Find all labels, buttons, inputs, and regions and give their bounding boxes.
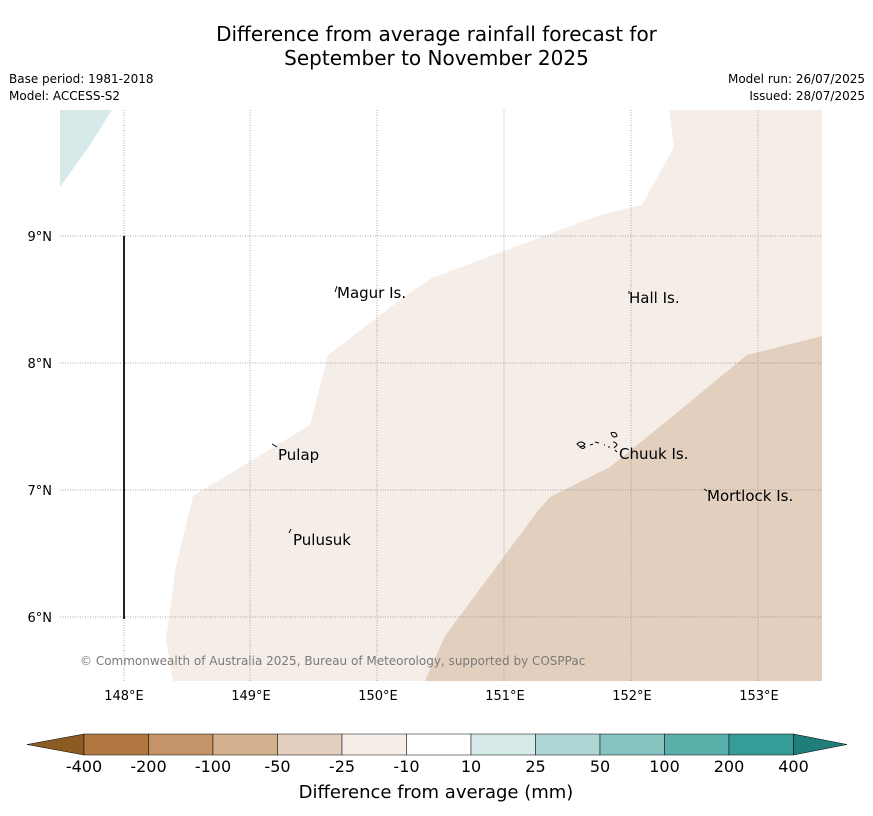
base-period: Base period: 1981-2018 bbox=[9, 72, 154, 86]
colorbar-segment bbox=[341, 733, 407, 756]
title-line-1: Difference from average rainfall forecas… bbox=[216, 22, 657, 46]
colorbar: -400 -200 -100 -50 -25 -10 10 25 50 100 200 400 bbox=[26, 733, 848, 776]
colorbar-segment bbox=[277, 733, 343, 756]
colorbar-tick-label: -25 bbox=[329, 757, 355, 776]
title-line-2: September to November 2025 bbox=[284, 46, 589, 70]
model-run: Model run: 26/07/2025 bbox=[727, 72, 865, 86]
region-light-teal bbox=[60, 110, 112, 187]
place-chuuk: Chuuk Is. bbox=[619, 445, 688, 463]
place-mortlock: Mortlock Is. bbox=[707, 487, 793, 505]
colorbar-segment bbox=[728, 733, 794, 756]
lon-label-150e: 150°E bbox=[358, 689, 398, 704]
lat-label-7n: 7°N bbox=[28, 484, 53, 499]
colorbar-tick-label: 10 bbox=[461, 757, 481, 776]
colorbar-extend-left bbox=[26, 733, 85, 756]
colorbar-segment bbox=[470, 733, 536, 756]
meta-left: Base period: 1981-2018 Model: ACCESS-S2 bbox=[9, 71, 154, 105]
colorbar-segment bbox=[406, 733, 472, 756]
island-pulusuk bbox=[288, 528, 292, 534]
issued-date: Issued: 28/07/2025 bbox=[749, 89, 865, 103]
islands bbox=[271, 285, 708, 534]
map-title: Difference from average rainfall forecas… bbox=[0, 22, 873, 70]
lon-label-152e: 152°E bbox=[612, 689, 652, 704]
place-magur: Magur Is. bbox=[337, 284, 406, 302]
colorbar-tick-label: -200 bbox=[130, 757, 166, 776]
colorbar-tick-label: 100 bbox=[649, 757, 680, 776]
chuuk-islet-2 bbox=[579, 445, 586, 449]
lon-label-151e: 151°E bbox=[485, 689, 525, 704]
lat-label-6n: 6°N bbox=[28, 611, 53, 626]
island-chuuk-group bbox=[576, 431, 618, 453]
colorbar-tick-label: 200 bbox=[714, 757, 745, 776]
lat-label-9n: 9°N bbox=[28, 230, 53, 245]
chuuk-islet-4 bbox=[594, 441, 600, 444]
colorbar-tick-label: -10 bbox=[393, 757, 419, 776]
meta-right: Model run: 26/07/2025 Issued: 28/07/2025 bbox=[728, 71, 865, 105]
chuuk-islet-7 bbox=[610, 431, 618, 438]
colorbar-segment bbox=[83, 733, 149, 756]
colorbar-segment bbox=[535, 733, 601, 756]
colorbar-tick-label: 400 bbox=[778, 757, 809, 776]
region-brown bbox=[425, 336, 822, 681]
colorbar-segment bbox=[212, 733, 278, 756]
lat-label-8n: 8°N bbox=[28, 357, 53, 372]
place-pulusuk: Pulusuk bbox=[293, 531, 351, 549]
latitude-labels: 9°N 8°N 7°N 6°N bbox=[28, 230, 53, 626]
longitude-labels: 148°E 149°E 150°E 151°E 152°E 153°E bbox=[104, 689, 779, 704]
colorbar-segment bbox=[664, 733, 730, 756]
island-pulap bbox=[271, 443, 278, 448]
map-panel: Magur Is. Hall Is. Pulap Chuuk Is. Pulus… bbox=[60, 110, 822, 681]
colorbar-tick-label: 25 bbox=[525, 757, 545, 776]
colorbar-segment bbox=[148, 733, 214, 756]
colorbar-extend-right bbox=[793, 733, 848, 756]
chuuk-islet-3 bbox=[589, 443, 594, 446]
place-pulap: Pulap bbox=[278, 446, 319, 464]
colorbar-tick-label: -400 bbox=[66, 757, 102, 776]
colorbar-tick-label: 50 bbox=[590, 757, 610, 776]
model-name: Model: ACCESS-S2 bbox=[9, 89, 121, 103]
chuuk-islet-9 bbox=[614, 449, 618, 453]
island-magur bbox=[334, 285, 338, 293]
lon-label-148e: 148°E bbox=[104, 689, 144, 704]
colorbar-tick-label: -50 bbox=[264, 757, 290, 776]
colorbar-segment bbox=[599, 733, 665, 756]
chuuk-islet-8 bbox=[612, 441, 618, 449]
colorbar-tick-label: -100 bbox=[195, 757, 231, 776]
lon-label-153e: 153°E bbox=[739, 689, 779, 704]
place-hall: Hall Is. bbox=[629, 289, 680, 307]
chuuk-islet-1 bbox=[576, 441, 586, 447]
copyright-credit: © Commonwealth of Australia 2025, Bureau… bbox=[80, 654, 585, 668]
colorbar-title: Difference from average (mm) bbox=[299, 782, 574, 803]
lon-label-149e: 149°E bbox=[231, 689, 271, 704]
island-mortlock bbox=[703, 488, 708, 492]
